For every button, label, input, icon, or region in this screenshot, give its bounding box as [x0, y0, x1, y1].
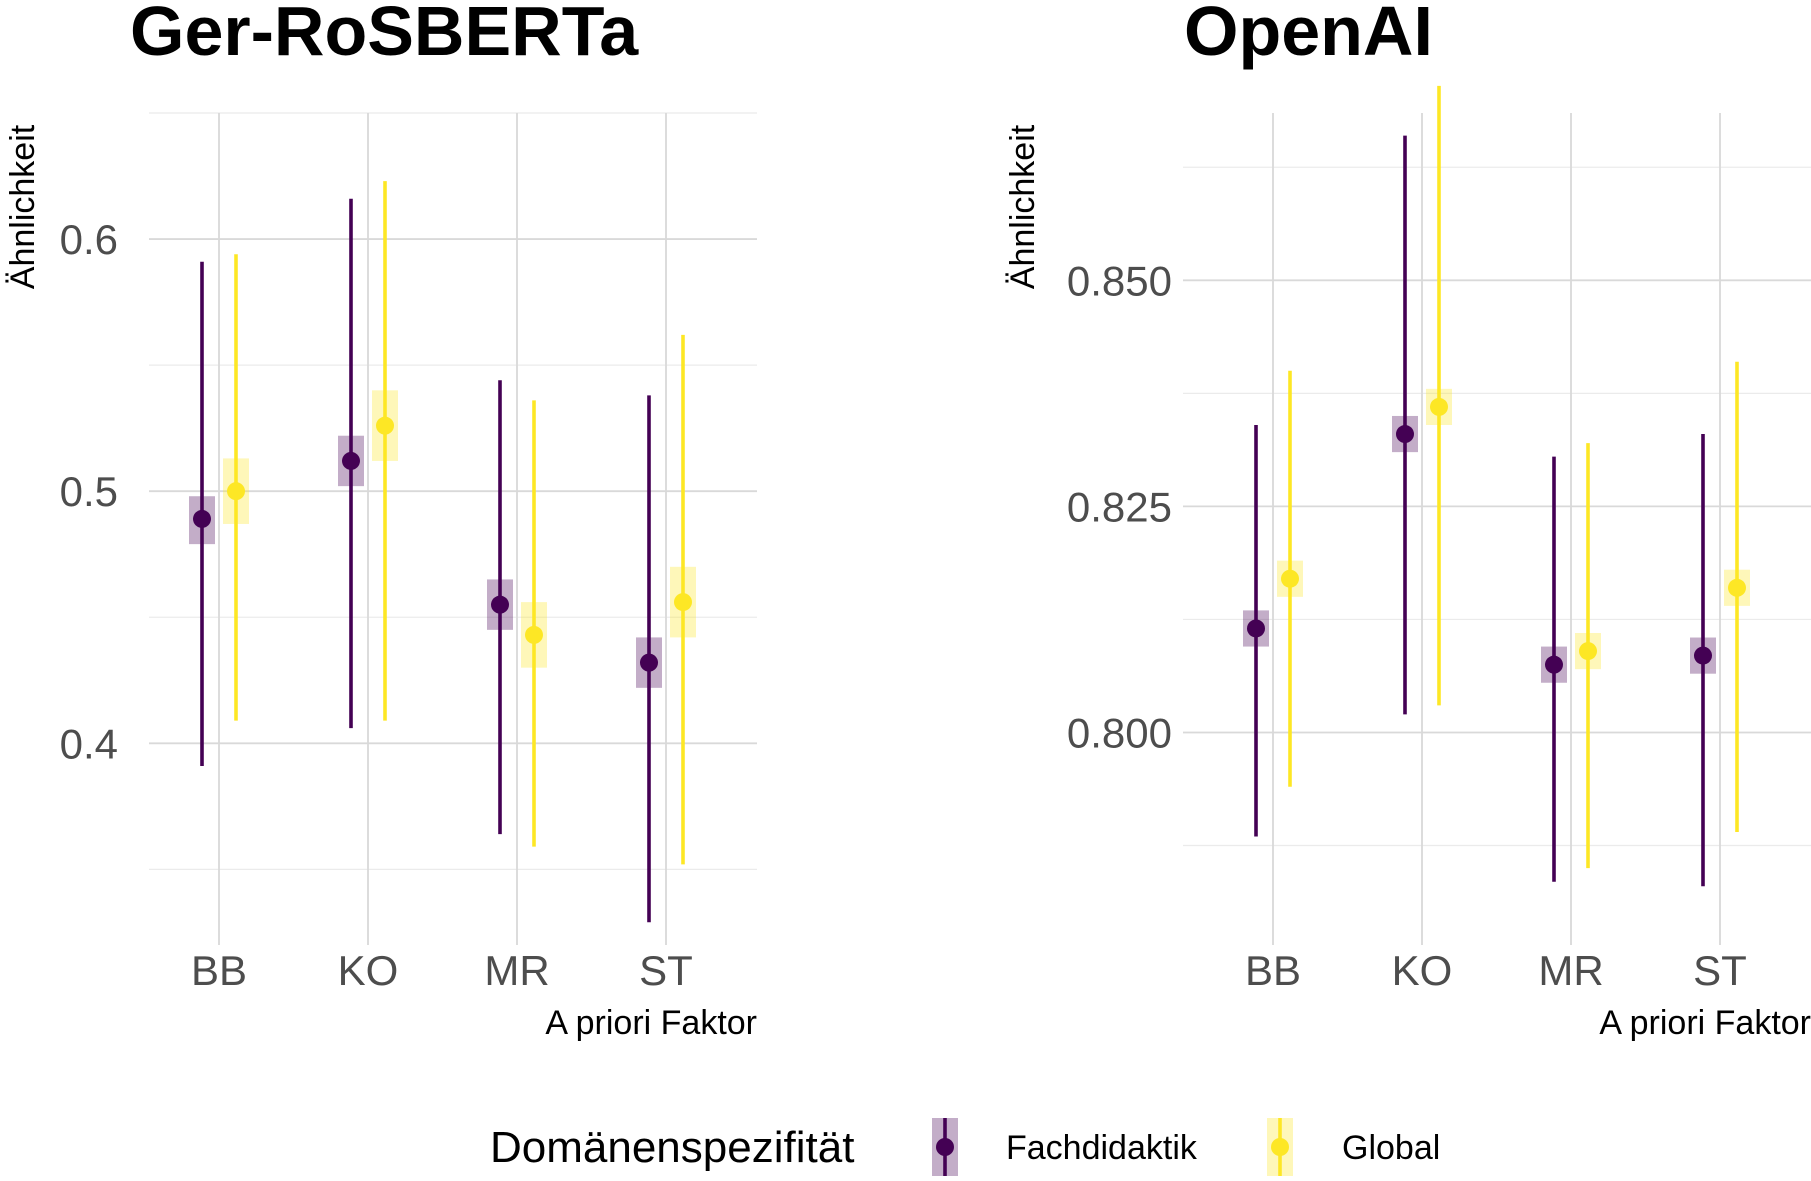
panel-ger-rosberta: Ger-RoSBERTa 0.4 0.5 0.6 Ähnlichkeit BB KO MR ST… — [4, 0, 757, 1042]
legend-label: Global — [1342, 1129, 1440, 1167]
data-point — [525, 625, 543, 644]
legend-point — [936, 1138, 954, 1156]
panel-openai: OpenAI 0.800 0.825 0.850 Ähnlichkeit BB KO MR ST… — [1004, 0, 1811, 1042]
legend-label: Fachdidaktik — [1006, 1129, 1198, 1167]
legend: Domänenspezifität Fachdidaktik Global — [490, 1118, 1440, 1176]
x-axis-title: A priori Faktor — [545, 1004, 757, 1042]
x-tick-label: MR — [1538, 947, 1603, 994]
data-point — [1728, 578, 1746, 597]
data-point — [491, 595, 509, 614]
data-point — [674, 593, 692, 612]
data-point — [1579, 642, 1597, 661]
legend-item-fachdidaktik: Fachdidaktik — [932, 1118, 1198, 1176]
data-point — [1694, 646, 1712, 665]
series-global — [223, 181, 696, 865]
x-tick-label: ST — [639, 947, 693, 994]
data-point — [1430, 397, 1448, 416]
series-fachdidaktik — [1243, 135, 1716, 887]
data-point — [342, 451, 360, 470]
legend-item-global: Global — [1267, 1118, 1440, 1176]
x-tick-label: MR — [484, 947, 549, 994]
series-fachdidaktik — [189, 198, 662, 923]
data-point — [193, 509, 211, 528]
series-global — [1277, 85, 1750, 869]
x-tick-label: BB — [191, 947, 247, 994]
y-tick-label: 0.6 — [60, 216, 118, 263]
panels: Ger-RoSBERTa 0.4 0.5 0.6 Ähnlichkeit BB KO MR ST… — [4, 0, 1811, 1042]
x-tick-label: BB — [1245, 947, 1301, 994]
panel-title: OpenAI — [1184, 0, 1433, 70]
x-tick-label: ST — [1693, 947, 1747, 994]
data-point — [1396, 425, 1414, 444]
data-point — [1247, 619, 1265, 638]
legend-items: Fachdidaktik Global — [932, 1118, 1440, 1176]
legend-point — [1271, 1138, 1289, 1156]
x-tick-label: KO — [338, 947, 399, 994]
x-axis-title: A priori Faktor — [1599, 1004, 1811, 1042]
y-tick-label: 0.850 — [1067, 257, 1172, 304]
legend-title: Domänenspezifität — [490, 1123, 854, 1172]
y-tick-label: 0.800 — [1067, 709, 1172, 756]
data-point — [640, 653, 658, 672]
y-tick-label: 0.4 — [60, 720, 118, 767]
data-point — [1545, 655, 1563, 674]
y-axis-title: Ähnlichkeit — [4, 124, 42, 289]
x-tick-label: KO — [1392, 947, 1453, 994]
data-point — [376, 416, 394, 435]
panel-title: Ger-RoSBERTa — [130, 0, 639, 70]
data-point — [1281, 569, 1299, 588]
data-point — [227, 482, 245, 501]
y-tick-label: 0.825 — [1067, 483, 1172, 530]
y-axis-title: Ähnlichkeit — [1004, 124, 1042, 289]
y-tick-label: 0.5 — [60, 468, 118, 515]
